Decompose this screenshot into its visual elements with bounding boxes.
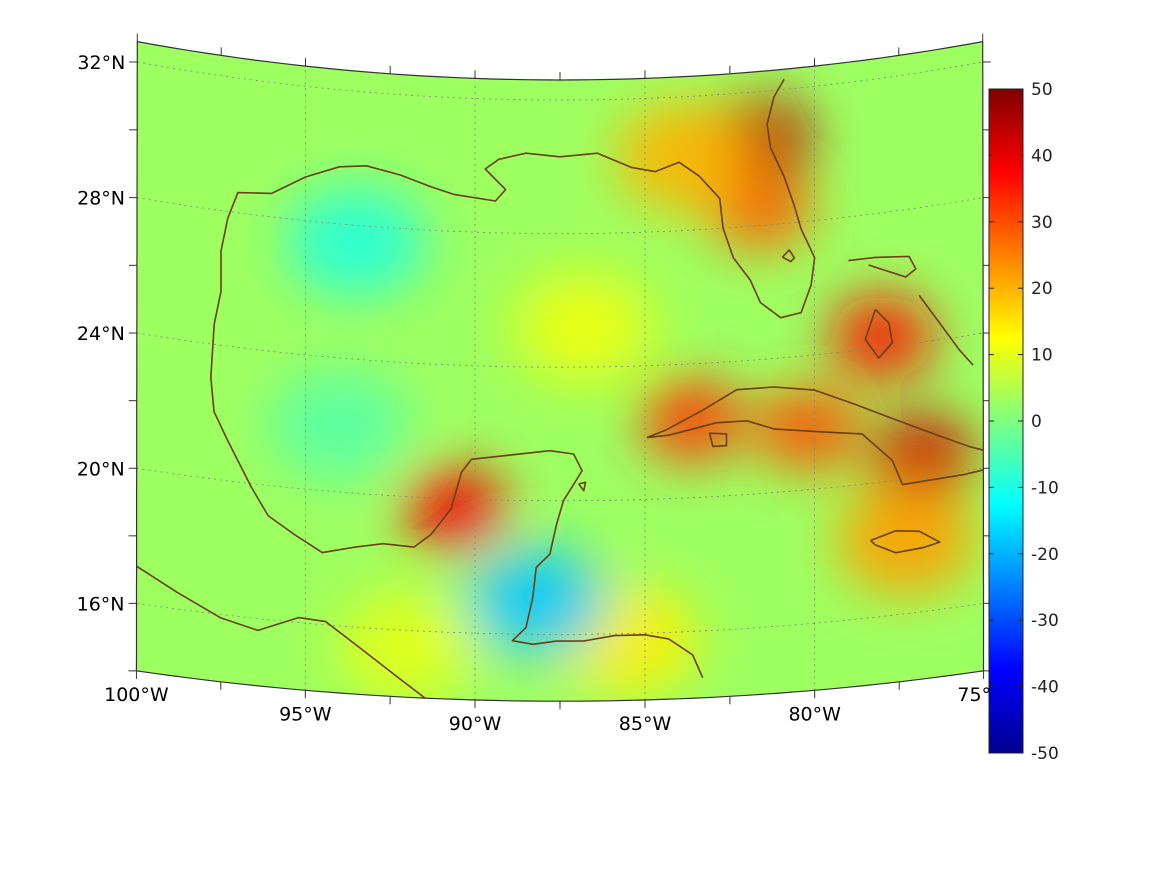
parallel-line-2 bbox=[136, 332, 984, 368]
map-panel: 32°N 28°N 24°N 20°N 16°N 100°W 95°W 90°W 85°W 80… bbox=[77, 33, 1010, 735]
colorbar-tick-label: -30 bbox=[1031, 611, 1059, 631]
lon-label: 90°W bbox=[449, 713, 502, 735]
field-anomaly-3 bbox=[640, 378, 745, 463]
field-anomaly-8 bbox=[835, 484, 976, 595]
colorbar-tick-label: -40 bbox=[1031, 678, 1059, 698]
coastlines bbox=[136, 78, 984, 701]
colorbar-gradient bbox=[988, 88, 1024, 754]
coastline-1 bbox=[210, 218, 704, 679]
lon-label: 100°W bbox=[104, 684, 169, 706]
parallel-line-3 bbox=[136, 467, 984, 502]
parallel-line-1 bbox=[136, 197, 984, 235]
lon-label: 95°W bbox=[279, 703, 332, 725]
colorbar-tick-label: 10 bbox=[1031, 346, 1053, 366]
colorbar-tick-label: 50 bbox=[1031, 80, 1053, 100]
lat-label: 24°N bbox=[77, 323, 125, 345]
lat-label: 28°N bbox=[77, 188, 125, 210]
field-anomaly-11 bbox=[337, 592, 478, 702]
colorbar-tick-label: -50 bbox=[1031, 744, 1059, 764]
lat-label: 32°N bbox=[77, 52, 125, 74]
coastline-10 bbox=[578, 481, 587, 492]
lat-label: 16°N bbox=[77, 593, 125, 615]
field-anomaly-14 bbox=[466, 545, 607, 656]
colorbar-tick-label: 20 bbox=[1031, 279, 1053, 299]
field-anomaly-12 bbox=[286, 187, 427, 297]
coastline-0 bbox=[227, 78, 816, 319]
latitude-labels: 32°N 28°N 24°N 20°N 16°N bbox=[77, 52, 126, 615]
field-anomaly-6 bbox=[830, 295, 935, 380]
colorbar-ticks: 50 40 30 20 10 0 -10 -20 -30 -40 -50 bbox=[989, 80, 1059, 764]
field-anomaly-2 bbox=[615, 101, 756, 212]
colorbar: 50 40 30 20 10 0 -10 -20 -30 -40 -50 bbox=[988, 80, 1059, 764]
field-anomaly-4 bbox=[755, 387, 860, 472]
field-anomaly-layer bbox=[269, 96, 976, 702]
lat-label: 20°N bbox=[77, 458, 125, 480]
parallel-line-0 bbox=[137, 61, 983, 101]
colorbar-tick-label: 0 bbox=[1031, 412, 1042, 432]
field-anomaly-13 bbox=[269, 370, 410, 480]
field-anomaly-7 bbox=[402, 466, 507, 551]
field-anomaly-5 bbox=[870, 414, 975, 499]
coastline-4 bbox=[708, 432, 728, 448]
coastline-7 bbox=[848, 255, 917, 278]
coastline-9 bbox=[781, 249, 796, 263]
lon-label: 85°W bbox=[619, 713, 672, 735]
coastline-3 bbox=[646, 386, 984, 486]
lon-label: 80°W bbox=[788, 703, 841, 725]
colorbar-tick-label: 40 bbox=[1031, 146, 1053, 166]
parallel-line-4 bbox=[136, 603, 984, 635]
field-anomaly-10 bbox=[513, 272, 654, 382]
coastline-5 bbox=[869, 529, 941, 554]
coastline-6 bbox=[864, 309, 894, 359]
colorbar-tick-label: -20 bbox=[1031, 545, 1059, 565]
colorbar-tick-label: -10 bbox=[1031, 478, 1059, 498]
coastline-8 bbox=[918, 294, 974, 366]
colorbar-tick-label: 30 bbox=[1031, 213, 1053, 233]
coastline-2 bbox=[136, 565, 428, 701]
